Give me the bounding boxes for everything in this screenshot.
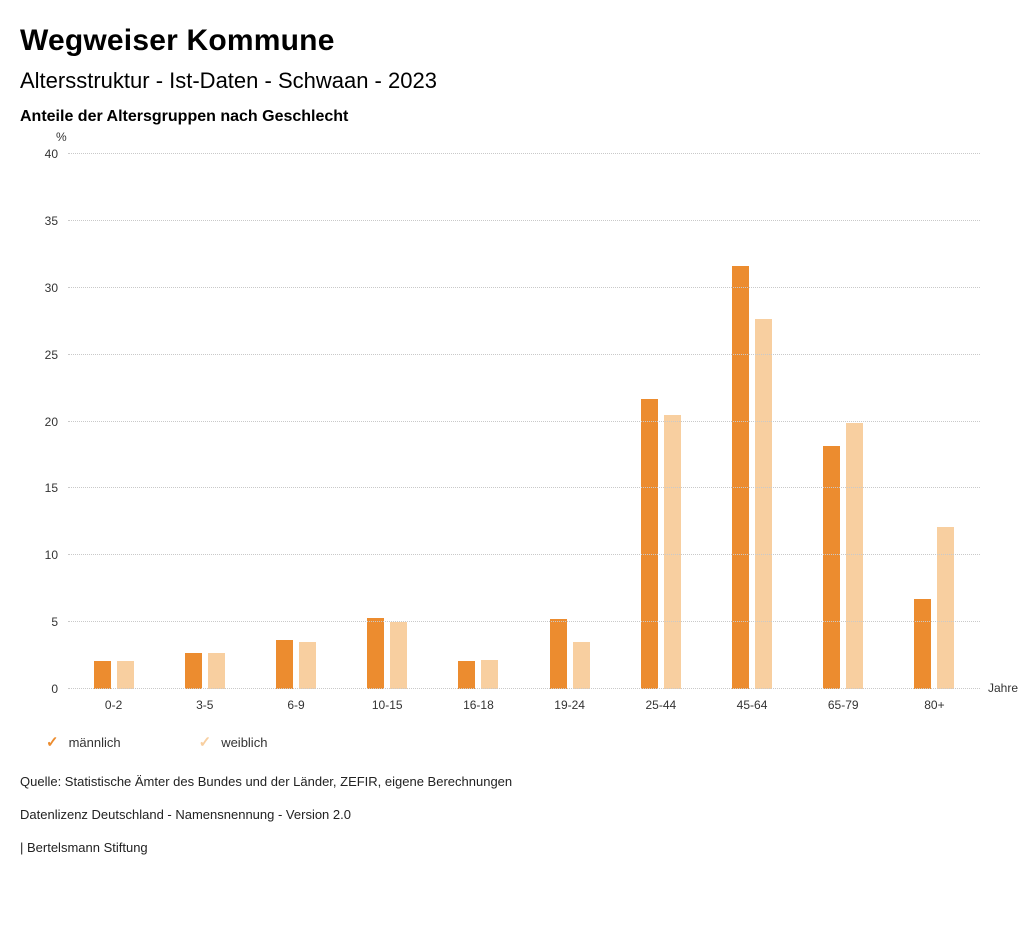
y-axis-tick-label: 5 <box>51 615 58 630</box>
bar-weiblich-65-79[interactable] <box>846 422 864 689</box>
bar-group-16-18 <box>433 154 524 689</box>
bar-weiblich-3-5[interactable] <box>207 652 225 689</box>
y-axis-tick-label: 40 <box>44 147 58 161</box>
bar-männlich-10-15[interactable] <box>367 618 385 689</box>
gridline: 0 <box>51 682 980 696</box>
gridline: 30 <box>45 281 980 295</box>
bar-group-25-44 <box>615 154 706 689</box>
x-axis-label-10-15: 10-15 <box>371 698 403 712</box>
bar-männlich-45-64[interactable] <box>732 266 750 689</box>
page-subtitle: Altersstruktur - Ist-Daten - Schwaan - 2… <box>20 68 437 93</box>
y-axis-tick-label: 10 <box>44 548 58 563</box>
bar-weiblich-19-24[interactable] <box>572 642 590 689</box>
bar-group-65-79 <box>798 154 889 689</box>
bar-group-10-15 <box>342 154 433 689</box>
legend-item-männlich[interactable]: ✓ männlich <box>46 735 121 750</box>
plot-area: 0-2 3-5 6-9 10-15 16-18 19-24 25-44 45-64 65-79 8… <box>45 147 1018 712</box>
bar-group-0-2 <box>68 154 159 689</box>
gridline: 40 <box>45 147 980 161</box>
x-axis-label-19-24: 19-24 <box>554 698 585 712</box>
footer-attribution: | Bertelsmann Stiftung <box>20 840 148 855</box>
bar-weiblich-80+[interactable] <box>937 527 955 689</box>
checkmark-icon: ✓ <box>46 734 59 751</box>
gridline: 25 <box>45 348 980 362</box>
bar-group-6-9 <box>250 154 341 689</box>
bar-männlich-3-5[interactable] <box>184 652 202 689</box>
bar-männlich-25-44[interactable] <box>640 398 658 689</box>
legend-item-weiblich[interactable]: ✓ weiblich <box>199 735 268 750</box>
x-axis-labels: 0-2 3-5 6-9 10-15 16-18 19-24 25-44 45-64 65-79 8… <box>68 689 980 712</box>
bar-weiblich-0-2[interactable] <box>116 660 134 689</box>
x-axis-title: Jahre <box>988 681 1019 695</box>
chart: % 0-2 3-5 6-9 10-15 16-18 19-24 25-44 45-64 65-7… <box>45 130 1018 712</box>
bar-weiblich-6-9[interactable] <box>299 642 316 689</box>
y-axis-tick-label: 35 <box>44 213 58 228</box>
page: Wegweiser Kommune Altersstruktur - Ist-D… <box>20 24 1018 855</box>
gridline: 10 <box>45 548 980 562</box>
gridline: 35 <box>45 214 980 228</box>
chart-heading: Anteile der Altersgruppen nach Geschlech… <box>20 108 349 125</box>
x-axis-label-45-64: 45-64 <box>736 698 768 712</box>
gridline: 15 <box>45 481 980 495</box>
y-axis-tick-label: 20 <box>44 414 58 429</box>
x-axis-label-65-79: 65-79 <box>827 698 859 712</box>
y-axis-tick-label: 25 <box>44 347 58 362</box>
y-axis-tick-label: 15 <box>44 481 58 496</box>
footer-source: Quelle: Statistische Ämter des Bundes un… <box>20 774 513 789</box>
bar-männlich-65-79[interactable] <box>823 445 841 689</box>
x-axis-label-0-2: 0-2 <box>104 698 123 712</box>
bar-weiblich-10-15[interactable] <box>390 622 408 689</box>
bar-weiblich-25-44[interactable] <box>663 414 681 689</box>
bar-groups <box>68 154 980 689</box>
bar-weiblich-45-64[interactable] <box>755 318 773 689</box>
x-axis-label-80+: 80+ <box>924 698 945 712</box>
bar-männlich-80+[interactable] <box>914 599 932 689</box>
legend-label: weiblich <box>221 735 268 750</box>
bar-group-80+ <box>889 154 980 689</box>
checkmark-icon: ✓ <box>198 734 212 751</box>
footer: Quelle: Statistische Ämter des Bundes un… <box>20 774 1004 855</box>
chart-legend: ✓ männlich ✓ weiblich <box>46 735 1004 750</box>
bar-group-45-64 <box>706 154 797 689</box>
legend-label: männlich <box>68 735 121 750</box>
x-axis-label-16-18: 16-18 <box>463 698 494 712</box>
y-axis-unit-label: % <box>56 130 67 144</box>
y-axis-tick-label: 30 <box>44 280 58 295</box>
bar-männlich-6-9[interactable] <box>276 639 293 689</box>
x-axis-label-3-5: 3-5 <box>196 698 214 712</box>
footer-license: Datenlizenz Deutschland - Namensnennung … <box>20 807 351 822</box>
bar-group-3-5 <box>159 154 250 689</box>
gridline: 5 <box>51 615 980 629</box>
gridline: 20 <box>45 415 980 429</box>
bar-männlich-16-18[interactable] <box>458 660 476 689</box>
y-axis-tick-label: 0 <box>51 682 58 696</box>
bar-weiblich-16-18[interactable] <box>481 659 499 689</box>
bar-group-19-24 <box>524 154 615 689</box>
x-axis-label-6-9: 6-9 <box>287 698 305 712</box>
bar-männlich-19-24[interactable] <box>549 619 567 689</box>
bar-männlich-0-2[interactable] <box>93 660 111 689</box>
x-axis-label-25-44: 25-44 <box>645 698 677 712</box>
page-title: Wegweiser Kommune <box>20 24 335 57</box>
